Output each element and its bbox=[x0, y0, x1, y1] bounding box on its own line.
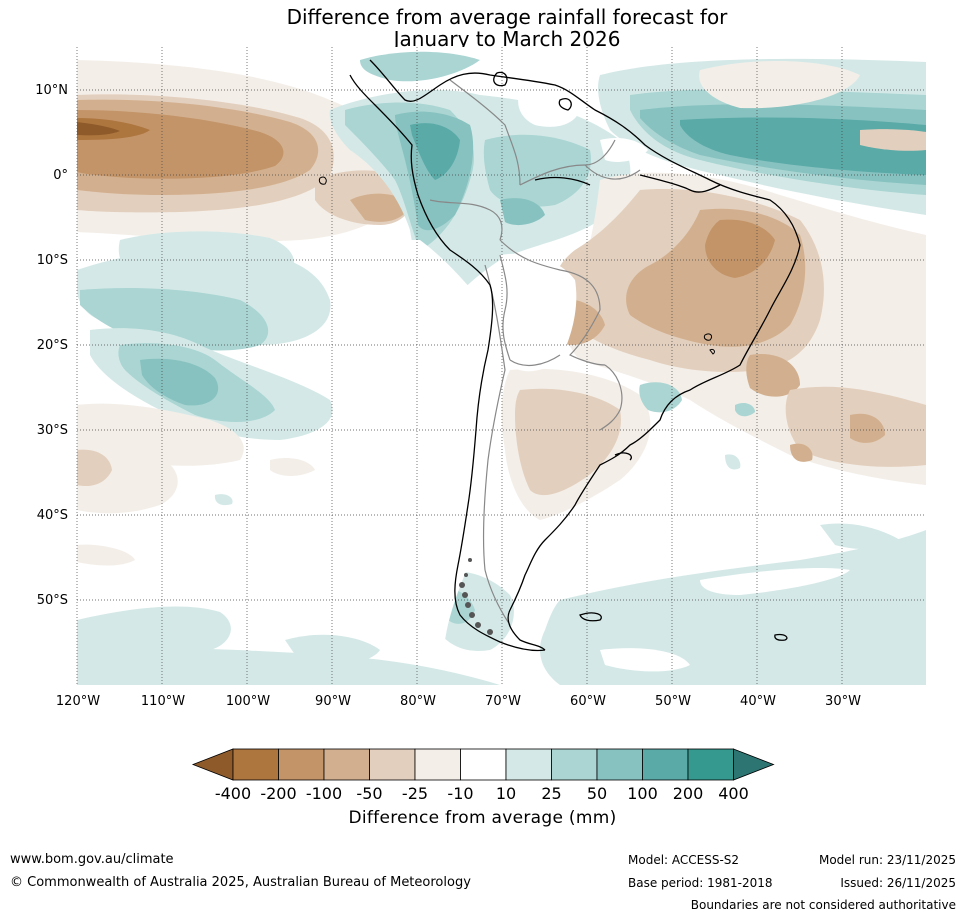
coastlines bbox=[349, 59, 801, 652]
colorbar-swatch bbox=[369, 748, 416, 781]
anomaly-shading bbox=[77, 47, 926, 685]
map-title-line-1: Difference from average rainfall forecas… bbox=[286, 5, 728, 29]
base-period: Base period: 1981-2018 bbox=[628, 876, 773, 890]
boundaries-disclaimer: Boundaries are not considered authoritat… bbox=[690, 898, 956, 912]
lat-label-50S: 50°S bbox=[37, 593, 68, 608]
lon-label-120W: 120°W bbox=[56, 694, 100, 709]
lat-label-10N: 10°N bbox=[35, 83, 68, 98]
lon-label-40W: 40°W bbox=[740, 694, 776, 709]
colorbar-swatch bbox=[551, 748, 598, 781]
colorbar-arrow-low bbox=[191, 748, 234, 781]
website-link[interactable]: www.bom.gov.au/climate bbox=[10, 852, 174, 867]
colorbar-tick-label: -400 bbox=[215, 784, 251, 803]
lat-label-40S: 40°S bbox=[37, 508, 68, 523]
copyright-text: © Commonwealth of Australia 2025, Austra… bbox=[10, 875, 471, 890]
islands bbox=[318, 176, 715, 355]
colorbar-tick-label: -10 bbox=[447, 784, 473, 803]
colorbar-title: Difference from average (mm) bbox=[348, 808, 617, 828]
lat-label-20S: 20°S bbox=[37, 338, 68, 353]
lon-label-60W: 60°W bbox=[570, 694, 606, 709]
colorbar-tick-label: 400 bbox=[718, 784, 749, 803]
colorbar-swatch bbox=[505, 748, 552, 781]
lon-label-90W: 90°W bbox=[315, 694, 351, 709]
colorbar-tick-label: -200 bbox=[260, 784, 296, 803]
chilean-archipelago bbox=[459, 558, 493, 635]
colorbar-arrow-high bbox=[733, 748, 775, 781]
colorbar-swatch bbox=[596, 748, 643, 781]
colorbar-tick-label: 10 bbox=[496, 784, 516, 803]
colorbar-swatches bbox=[191, 748, 775, 781]
colorbar-swatch bbox=[323, 748, 370, 781]
colorbar-tick-label: -50 bbox=[356, 784, 382, 803]
colorbar-tick-label: -100 bbox=[306, 784, 342, 803]
lat-label-30S: 30°S bbox=[37, 423, 68, 438]
country-borders bbox=[429, 79, 641, 626]
colorbar-tick-label: 50 bbox=[587, 784, 607, 803]
issued-date: Issued: 26/11/2025 bbox=[840, 876, 956, 890]
colorbar-swatch bbox=[278, 748, 325, 781]
colorbar-swatch bbox=[460, 748, 507, 781]
colorbar-tick-label: 200 bbox=[673, 784, 704, 803]
colorbar-swatch bbox=[642, 748, 689, 781]
rainfall-anomaly-map: 10°N 0° 10°S 20°S 30°S 40°S 50°S 120°W 1… bbox=[35, 47, 926, 709]
lon-label-50W: 50°W bbox=[655, 694, 691, 709]
colorbar-swatch bbox=[414, 748, 461, 781]
lon-label-80W: 80°W bbox=[400, 694, 436, 709]
colorbar-tick-label: 25 bbox=[541, 784, 561, 803]
colorbar-swatch bbox=[687, 748, 734, 781]
lat-label-10S: 10°S bbox=[37, 253, 68, 268]
colorbar-tick-labels: -400 -200 -100 -50 -25 -10 10 25 50 100 200 400 bbox=[215, 784, 749, 803]
lon-label-100W: 100°W bbox=[226, 694, 270, 709]
colorbar-tick-label: 100 bbox=[627, 784, 658, 803]
map-title-line-2: January to March 2026 bbox=[393, 27, 621, 51]
colorbar-swatch bbox=[232, 748, 279, 781]
lat-label-0: 0° bbox=[53, 168, 68, 183]
model-run-date: Model run: 23/11/2025 bbox=[818, 853, 956, 867]
lon-label-110W: 110°W bbox=[141, 694, 185, 709]
lon-label-30W: 30°W bbox=[825, 694, 861, 709]
model-name: Model: ACCESS-S2 bbox=[628, 853, 740, 867]
map-gridlines bbox=[76, 47, 926, 685]
lon-label-70W: 70°W bbox=[485, 694, 521, 709]
colorbar-tick-label: -25 bbox=[402, 784, 428, 803]
